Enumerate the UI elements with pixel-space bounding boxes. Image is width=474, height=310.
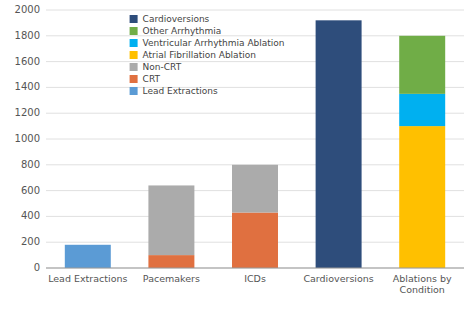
- grid-line: [46, 268, 464, 269]
- bar-segment: [148, 185, 194, 186]
- bar-segment: [148, 185, 194, 255]
- bar-segment: [65, 244, 111, 245]
- x-tick-label: Ablations byCondition: [393, 273, 452, 295]
- y-tick-label: 800: [21, 159, 40, 170]
- legend-label: Atrial Fibrillation Ablation: [143, 50, 256, 60]
- bar-segment: [232, 164, 278, 165]
- y-tick-label: 2000: [15, 4, 40, 15]
- legend-swatch: [130, 75, 138, 83]
- bar-segment: [65, 244, 111, 245]
- bar-segment: [65, 244, 111, 245]
- legend-swatch: [130, 87, 138, 95]
- legend-swatch: [130, 51, 138, 59]
- legend-swatch: [130, 63, 138, 71]
- x-axis-line: [46, 268, 464, 269]
- bar-segment: [148, 185, 194, 186]
- y-tick-label: 1400: [15, 81, 40, 92]
- y-tick-label: 1600: [15, 56, 40, 67]
- x-tick-label: ICDs: [244, 273, 266, 284]
- bar-segment: [65, 244, 111, 245]
- bar-segment: [65, 245, 111, 268]
- y-tick-label: 1800: [15, 30, 40, 41]
- legend-label: Other Arrhythmia: [143, 26, 222, 36]
- bar-segment: [232, 164, 278, 165]
- legend-label: Ventricular Arrhythmia Ablation: [143, 38, 285, 48]
- bar-segment: [232, 165, 278, 213]
- legend-swatch: [130, 27, 138, 35]
- bar-segment: [148, 185, 194, 186]
- x-tick-label: Cardioversions: [303, 273, 373, 284]
- legend-label: Cardioversions: [143, 14, 210, 24]
- legend-label: Non-CRT: [143, 62, 182, 72]
- bar-segment: [65, 244, 111, 245]
- bar-segment: [232, 213, 278, 268]
- bars: [65, 20, 445, 268]
- legend-swatch: [130, 39, 138, 47]
- bar-segment: [399, 36, 445, 94]
- bar-segment: [399, 94, 445, 126]
- y-tick-label: 1200: [15, 107, 40, 118]
- bar-segment: [316, 20, 362, 268]
- grid-line: [46, 10, 464, 11]
- legend-swatch: [130, 15, 138, 23]
- bar-segment: [232, 164, 278, 165]
- x-tick-label: Pacemakers: [143, 273, 200, 284]
- bar-segment: [148, 255, 194, 268]
- y-tick-label: 200: [21, 236, 40, 247]
- y-tick-label: 0: [34, 262, 40, 273]
- y-tick-label: 1000: [15, 133, 40, 144]
- bar-segment: [65, 244, 111, 245]
- y-tick-label: 400: [21, 210, 40, 221]
- bar-segment: [148, 185, 194, 186]
- x-tick-label: Lead Extractions: [48, 273, 127, 284]
- y-tick-label: 600: [21, 185, 40, 196]
- legend-label: CRT: [143, 74, 161, 84]
- bar-segment: [399, 35, 445, 36]
- legend-label: Lead Extractions: [143, 86, 218, 96]
- bar-segment: [399, 126, 445, 268]
- bar-segment: [232, 164, 278, 165]
- chart: 0 200 400 600 800 1000 1200 1400 1600 1800 2000 Lea…: [0, 0, 474, 310]
- grid: [46, 10, 464, 268]
- legend: Cardioversions Other Arrhythmia Ventricula…: [130, 14, 285, 96]
